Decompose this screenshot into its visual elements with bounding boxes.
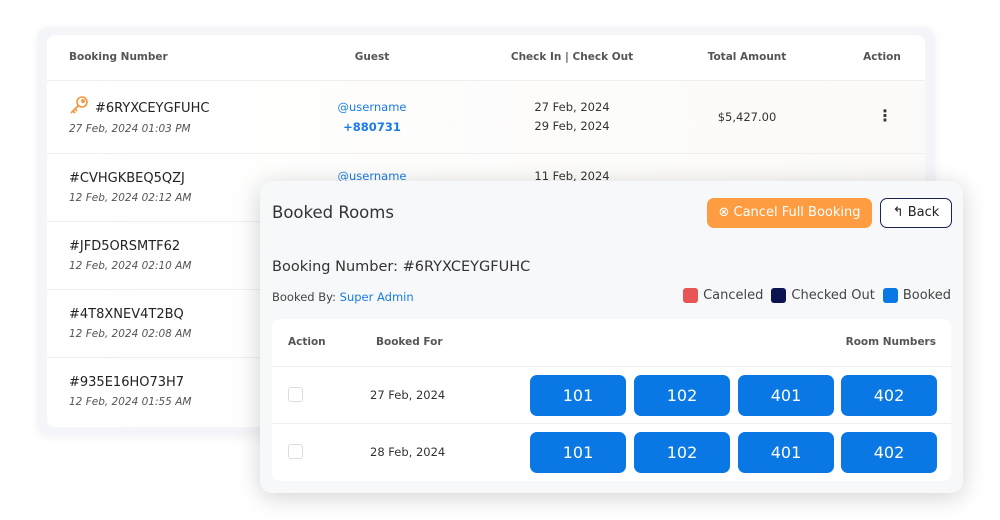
room-button[interactable]: 102 [634, 432, 730, 473]
booking-date: 12 Feb, 2024 01:55 AM [69, 396, 192, 408]
room-button[interactable]: 102 [634, 375, 730, 416]
legend-canceled: Canceled [683, 288, 763, 303]
header-booked-for: Booked For [376, 336, 443, 348]
header-action: Action [863, 51, 901, 63]
room-row: 28 Feb, 2024 101 102 401 402 [272, 423, 951, 480]
booked-by-label: Booked By: [272, 290, 336, 304]
cancel-full-booking-button[interactable]: ⊗ Cancel Full Booking [707, 198, 872, 228]
back-button[interactable]: ↰ Back [880, 198, 952, 228]
status-legend: Canceled Checked Out Booked [683, 288, 951, 303]
check-out: 29 Feb, 2024 [534, 119, 610, 133]
more-vertical-icon[interactable]: ⋮ [877, 106, 893, 125]
booked-for-date: 27 Feb, 2024 [370, 388, 446, 402]
row-checkbox[interactable] [288, 387, 303, 402]
room-button[interactable]: 401 [738, 375, 834, 416]
key-icon [69, 95, 89, 119]
booked-for-date: 28 Feb, 2024 [370, 445, 446, 459]
modal-title: Booked Rooms [272, 203, 394, 222]
booking-number[interactable]: #935E16HO73H7 [69, 375, 185, 390]
rooms-table: Action Booked For Room Numbers 27 Feb, 2… [272, 319, 951, 481]
guest-username[interactable]: @username [337, 169, 407, 183]
back-label: Back [907, 205, 940, 220]
booking-date: 12 Feb, 2024 02:08 AM [69, 328, 192, 340]
legend-booked: Booked [882, 288, 951, 303]
back-arrow-icon: ↰ [892, 205, 908, 220]
guest-username[interactable]: @username [337, 100, 407, 114]
room-button[interactable]: 101 [530, 375, 626, 416]
check-in: 11 Feb, 2024 [534, 169, 610, 183]
booking-number-heading: Booking Number: #6RYXCEYGFUHC [272, 259, 531, 275]
booking-number[interactable]: #JFD5ORSMTF62 [69, 239, 181, 254]
header-action: Action [288, 336, 326, 348]
row-checkbox[interactable] [288, 444, 303, 459]
header-guest: Guest [354, 51, 390, 63]
check-in: 27 Feb, 2024 [534, 100, 610, 114]
header-booking-number: Booking Number [69, 51, 168, 63]
guest-phone[interactable]: +880731 [343, 120, 401, 134]
total-amount: $5,427.00 [717, 110, 777, 124]
header-total-amount: Total Amount [707, 51, 787, 63]
room-button[interactable]: 402 [841, 375, 937, 416]
booking-number[interactable]: #6RYXCEYGFUHC [95, 101, 210, 116]
booked-by-user[interactable]: Super Admin [339, 290, 414, 304]
room-button[interactable]: 402 [841, 432, 937, 473]
legend-checked-out: Checked Out [771, 288, 875, 303]
table-row[interactable]: #6RYXCEYGFUHC 27 Feb, 2024 01:03 PM @use… [47, 80, 925, 153]
room-row: 27 Feb, 2024 101 102 401 402 [272, 366, 951, 423]
header-check-in-out: Check In | Check Out [510, 51, 634, 63]
booked-by: Booked By: Super Admin [272, 290, 414, 304]
cancel-circle-icon: ⊗ [718, 205, 734, 220]
booking-number[interactable]: #4T8XNEV4T2BQ [69, 307, 184, 322]
room-button[interactable]: 101 [530, 432, 626, 473]
room-button[interactable]: 401 [738, 432, 834, 473]
booking-number[interactable]: #CVHGKBEQ5QZJ [69, 171, 185, 186]
booked-rooms-modal: Booked Rooms ⊗ Cancel Full Booking ↰ Bac… [260, 181, 963, 493]
header-room-numbers: Room Numbers [845, 336, 936, 348]
cancel-label: Cancel Full Booking [733, 205, 861, 220]
booking-date: 12 Feb, 2024 02:10 AM [69, 260, 192, 272]
booking-date: 27 Feb, 2024 01:03 PM [69, 123, 191, 135]
booking-date: 12 Feb, 2024 02:12 AM [69, 192, 192, 204]
